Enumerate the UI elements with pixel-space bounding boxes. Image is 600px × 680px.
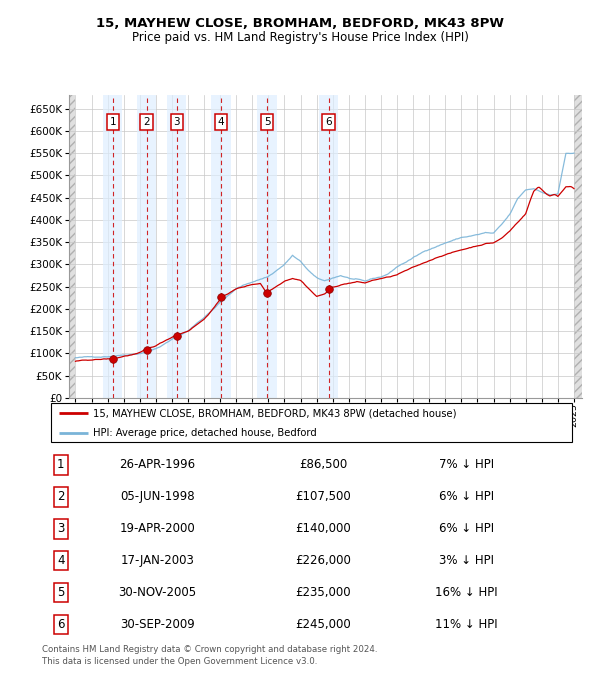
Text: 19-APR-2000: 19-APR-2000 xyxy=(119,522,196,535)
Text: Price paid vs. HM Land Registry's House Price Index (HPI): Price paid vs. HM Land Registry's House … xyxy=(131,31,469,44)
Text: 6: 6 xyxy=(57,618,65,631)
Bar xyxy=(257,95,277,398)
Text: 30-NOV-2005: 30-NOV-2005 xyxy=(118,586,197,599)
Text: Contains HM Land Registry data © Crown copyright and database right 2024.: Contains HM Land Registry data © Crown c… xyxy=(42,645,377,653)
Bar xyxy=(167,95,187,398)
Bar xyxy=(137,95,157,398)
Text: £226,000: £226,000 xyxy=(295,554,351,567)
Text: 3: 3 xyxy=(57,522,65,535)
Bar xyxy=(103,95,122,398)
Text: 4: 4 xyxy=(218,117,224,127)
Text: 5: 5 xyxy=(57,586,65,599)
Text: 6% ↓ HPI: 6% ↓ HPI xyxy=(439,522,494,535)
Text: 30-SEP-2009: 30-SEP-2009 xyxy=(120,618,195,631)
Bar xyxy=(574,95,590,398)
Text: 7% ↓ HPI: 7% ↓ HPI xyxy=(439,458,494,471)
Text: 1: 1 xyxy=(109,117,116,127)
Text: 26-APR-1996: 26-APR-1996 xyxy=(119,458,196,471)
Text: 3: 3 xyxy=(173,117,180,127)
Text: 6% ↓ HPI: 6% ↓ HPI xyxy=(439,490,494,503)
Text: 6: 6 xyxy=(325,117,332,127)
Text: 2: 2 xyxy=(57,490,65,503)
Text: 16% ↓ HPI: 16% ↓ HPI xyxy=(435,586,498,599)
Text: 15, MAYHEW CLOSE, BROMHAM, BEDFORD, MK43 8PW (detached house): 15, MAYHEW CLOSE, BROMHAM, BEDFORD, MK43… xyxy=(93,408,457,418)
Text: 15, MAYHEW CLOSE, BROMHAM, BEDFORD, MK43 8PW: 15, MAYHEW CLOSE, BROMHAM, BEDFORD, MK43… xyxy=(96,17,504,30)
Bar xyxy=(319,95,338,398)
Text: 11% ↓ HPI: 11% ↓ HPI xyxy=(435,618,498,631)
Text: £107,500: £107,500 xyxy=(295,490,351,503)
Text: 3% ↓ HPI: 3% ↓ HPI xyxy=(439,554,494,567)
Text: £86,500: £86,500 xyxy=(299,458,347,471)
FancyBboxPatch shape xyxy=(50,403,572,442)
Text: 4: 4 xyxy=(57,554,65,567)
Text: 5: 5 xyxy=(264,117,271,127)
Text: This data is licensed under the Open Government Licence v3.0.: This data is licensed under the Open Gov… xyxy=(42,657,317,666)
Text: £235,000: £235,000 xyxy=(295,586,351,599)
Bar xyxy=(67,95,76,398)
Text: 1: 1 xyxy=(57,458,65,471)
Text: 2: 2 xyxy=(143,117,150,127)
Text: 05-JUN-1998: 05-JUN-1998 xyxy=(120,490,195,503)
Text: £140,000: £140,000 xyxy=(295,522,351,535)
Bar xyxy=(211,95,230,398)
Text: £245,000: £245,000 xyxy=(295,618,351,631)
Text: HPI: Average price, detached house, Bedford: HPI: Average price, detached house, Bedf… xyxy=(93,428,317,438)
Text: 17-JAN-2003: 17-JAN-2003 xyxy=(121,554,194,567)
